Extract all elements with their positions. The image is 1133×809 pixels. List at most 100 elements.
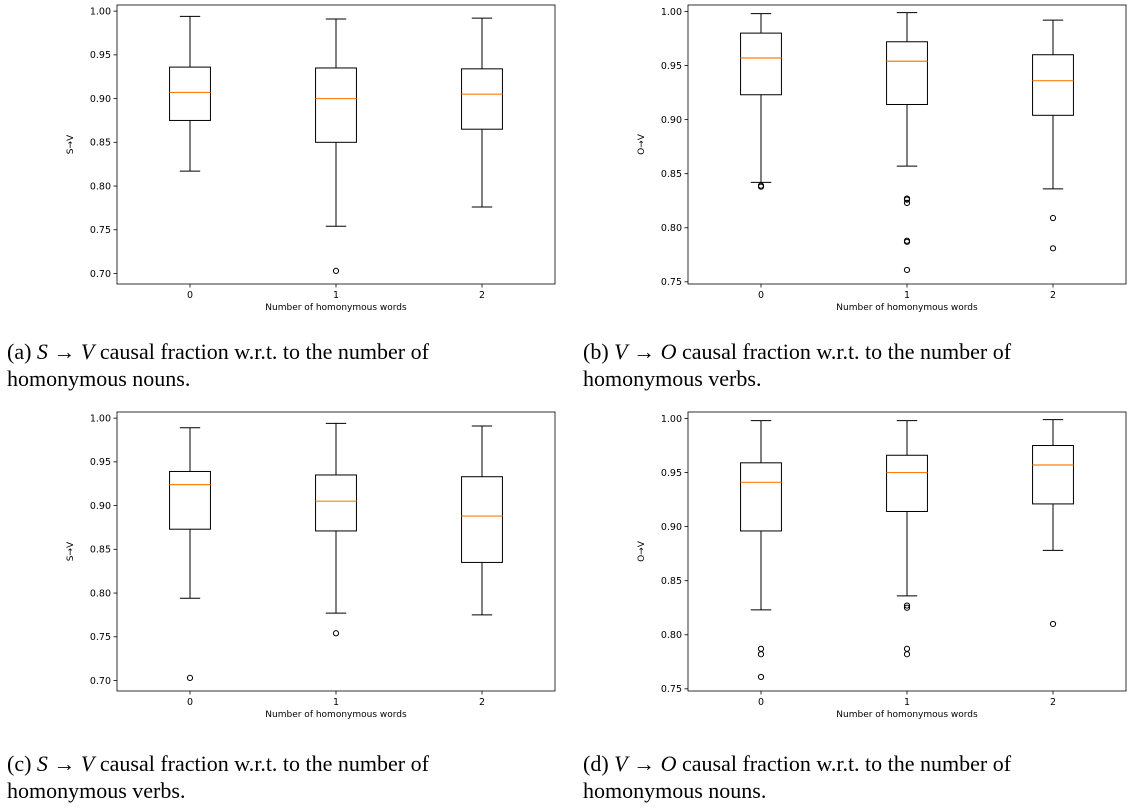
box bbox=[315, 474, 357, 532]
y-tick-label: 0.85 bbox=[661, 169, 682, 180]
y-tick-label: 1.00 bbox=[661, 414, 682, 425]
y-tick-label: 1.00 bbox=[661, 7, 682, 18]
y-tick-label: 0.70 bbox=[90, 269, 111, 280]
outlier-point bbox=[1049, 620, 1057, 628]
y-tick-label: 0.95 bbox=[90, 50, 111, 61]
box-group-2 bbox=[1032, 419, 1074, 628]
box bbox=[740, 32, 782, 96]
panel-d: 0.75 0.80 0.85 0.90 0.95 1.00 0 1 2 Number of hom… bbox=[565, 407, 1133, 727]
caption-d: (d) V → O causal fraction w.r.t. to the … bbox=[583, 751, 1012, 803]
box bbox=[461, 476, 503, 563]
box bbox=[1032, 445, 1074, 505]
x-axis-label: Number of homonymous words bbox=[265, 303, 407, 313]
outlier-point bbox=[1049, 214, 1057, 222]
box bbox=[740, 462, 782, 532]
box bbox=[886, 454, 928, 512]
y-tick-label: 0.80 bbox=[90, 588, 111, 599]
y-axis-label: S→V bbox=[66, 134, 76, 154]
y-tick-label: 0.75 bbox=[90, 632, 111, 643]
panel-c: 0.70 0.75 0.80 0.85 0.90 0.95 1.00 0 1 2 Number of… bbox=[0, 407, 560, 727]
x-tick-label: 2 bbox=[1050, 290, 1056, 301]
box bbox=[169, 470, 211, 530]
y-tick-label: 0.80 bbox=[661, 630, 682, 641]
outlier-point bbox=[332, 267, 340, 274]
box-group-0 bbox=[169, 15, 211, 172]
x-tick-label: 2 bbox=[479, 697, 485, 708]
y-tick-label: 0.70 bbox=[90, 676, 111, 687]
outlier-point bbox=[757, 651, 765, 658]
x-tick-label: 1 bbox=[333, 290, 339, 301]
y-tick-label: 0.85 bbox=[661, 576, 682, 587]
y-axis-label: S→V bbox=[66, 541, 76, 561]
box-group-1 bbox=[886, 12, 928, 274]
caption-b: (b) V → O causal fraction w.r.t. to the … bbox=[583, 339, 1012, 391]
x-tick-label: 0 bbox=[187, 290, 193, 301]
panel-b: 0.75 0.80 0.85 0.90 0.95 1.00 0 1 2 Number of hom… bbox=[565, 0, 1133, 320]
outlier-point bbox=[903, 651, 911, 658]
y-axis-label: O→V bbox=[637, 133, 647, 155]
y-tick-label: 0.75 bbox=[661, 277, 682, 288]
box-group-2 bbox=[461, 17, 503, 208]
y-tick-label: 0.85 bbox=[90, 138, 111, 149]
box-group-0 bbox=[169, 427, 211, 681]
y-tick-label: 1.00 bbox=[90, 413, 111, 424]
outlier-point bbox=[903, 604, 911, 611]
box-group-0 bbox=[740, 13, 782, 190]
x-axis-label: Number of homonymous words bbox=[836, 303, 978, 313]
x-tick-label: 1 bbox=[904, 290, 910, 301]
x-tick-label: 0 bbox=[187, 697, 193, 708]
y-tick-label: 0.90 bbox=[661, 522, 682, 533]
box-group-0 bbox=[740, 420, 782, 681]
y-tick-label: 0.95 bbox=[661, 61, 682, 72]
y-tick-label: 0.75 bbox=[90, 225, 111, 236]
outlier-point bbox=[1049, 245, 1057, 252]
outlier-point bbox=[757, 673, 765, 681]
panel-a: 0.70 0.75 0.80 0.85 0.90 0.95 1.00 0 1 2 Number of… bbox=[0, 0, 560, 320]
boxplot-chart-d: 0.75 0.80 0.85 0.90 0.95 1.00 0 1 2 Number of hom… bbox=[637, 411, 1127, 720]
box bbox=[169, 66, 211, 121]
box-group-2 bbox=[1032, 19, 1074, 252]
box bbox=[315, 67, 357, 143]
y-tick-label: 0.90 bbox=[661, 115, 682, 126]
caption-a: (a) S → V causal fraction w.r.t. to the … bbox=[7, 339, 429, 391]
x-tick-label: 0 bbox=[758, 697, 764, 708]
box-group-2 bbox=[461, 425, 503, 616]
box-group-1 bbox=[315, 422, 357, 637]
boxplot-chart-a: 0.70 0.75 0.80 0.85 0.90 0.95 1.00 0 1 2 Number of… bbox=[66, 4, 556, 313]
outlier-point bbox=[186, 674, 194, 681]
y-tick-label: 0.80 bbox=[90, 181, 111, 192]
outlier-point bbox=[903, 266, 911, 274]
y-tick-label: 0.80 bbox=[661, 223, 682, 234]
x-tick-label: 0 bbox=[758, 290, 764, 301]
outlier-point bbox=[903, 602, 911, 609]
x-axis-label: Number of homonymous words bbox=[836, 710, 978, 720]
box bbox=[461, 68, 503, 130]
x-tick-label: 2 bbox=[1050, 697, 1056, 708]
y-tick-label: 0.90 bbox=[90, 94, 111, 105]
y-tick-label: 0.95 bbox=[661, 468, 682, 479]
box bbox=[886, 41, 928, 105]
outlier-point bbox=[903, 199, 911, 206]
y-tick-label: 0.85 bbox=[90, 545, 111, 556]
box bbox=[1032, 54, 1074, 116]
y-tick-label: 0.90 bbox=[90, 501, 111, 512]
x-tick-label: 1 bbox=[333, 697, 339, 708]
boxplot-chart-c: 0.70 0.75 0.80 0.85 0.90 0.95 1.00 0 1 2 Number of… bbox=[66, 411, 556, 720]
y-axis-label: O→V bbox=[637, 540, 647, 562]
outlier-point bbox=[903, 238, 911, 245]
x-tick-label: 1 bbox=[904, 697, 910, 708]
y-tick-label: 0.95 bbox=[90, 457, 111, 468]
x-axis-label: Number of homonymous words bbox=[265, 710, 407, 720]
outlier-point bbox=[332, 630, 340, 637]
outlier-point bbox=[757, 645, 765, 652]
caption-c: (c) S → V causal fraction w.r.t. to the … bbox=[7, 751, 429, 803]
boxplot-chart-b: 0.75 0.80 0.85 0.90 0.95 1.00 0 1 2 Number of hom… bbox=[637, 4, 1127, 313]
outlier-point bbox=[757, 182, 765, 189]
box-group-1 bbox=[315, 18, 357, 274]
y-tick-label: 0.75 bbox=[661, 684, 682, 695]
outlier-point bbox=[903, 645, 911, 652]
box-group-1 bbox=[886, 420, 928, 658]
y-tick-label: 1.00 bbox=[90, 6, 111, 17]
outlier-point bbox=[903, 196, 911, 203]
x-tick-label: 2 bbox=[479, 290, 485, 301]
